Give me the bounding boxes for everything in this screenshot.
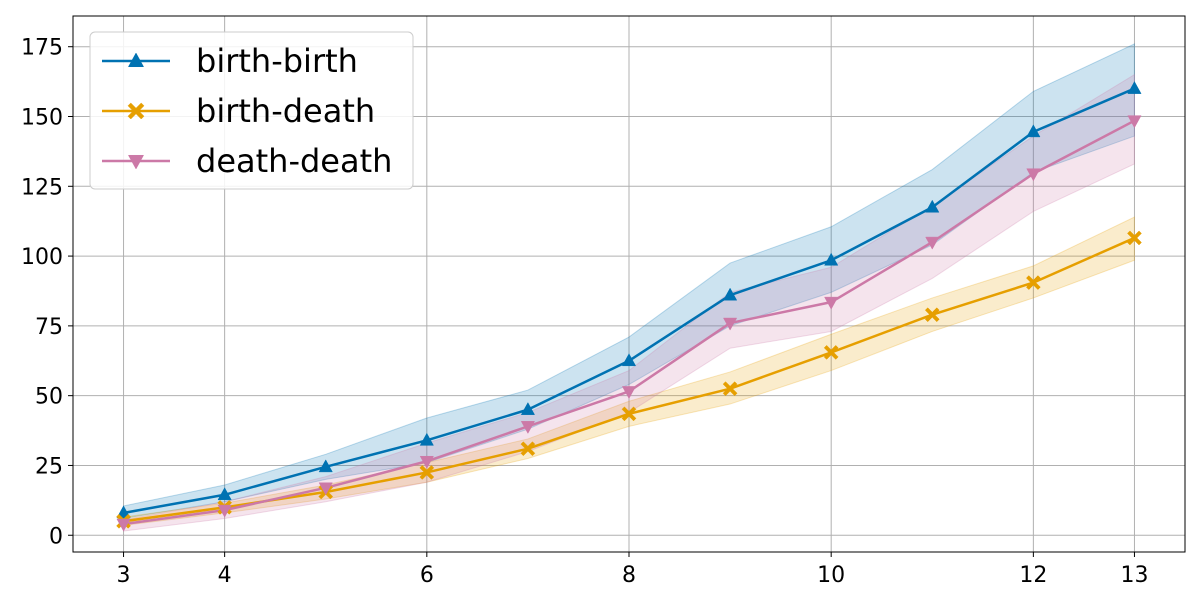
data-point-marker [823, 345, 839, 360]
data-point-marker [1026, 275, 1041, 290]
y-tick-label: 50 [35, 385, 63, 410]
data-point-marker [1026, 168, 1041, 182]
x-tick-label: 8 [622, 563, 636, 588]
data-point-marker [824, 296, 839, 310]
data-point-marker [116, 505, 131, 519]
y-tick-label: 25 [35, 454, 63, 479]
y-tick-label: 125 [21, 175, 63, 200]
legend-label: death-death [196, 142, 392, 180]
x-tick-label: 10 [817, 563, 845, 588]
legend-box [89, 31, 414, 190]
confidence-bands [123, 43, 1135, 532]
legend-marker [127, 102, 145, 120]
confidence-band [123, 216, 1135, 527]
confidence-band [123, 43, 1135, 520]
x-axis-ticks: 3 4 6 8 10 12 13 [117, 552, 1148, 588]
data-point-marker [419, 455, 434, 469]
data-point-marker [824, 252, 839, 266]
data-point-marker [723, 287, 738, 301]
data-point-marker [723, 317, 738, 331]
x-tick-label: 6 [420, 563, 434, 588]
data-point-marker [318, 459, 333, 473]
y-tick-label: 75 [35, 315, 63, 340]
x-tick-label: 3 [117, 563, 131, 588]
y-tick-label: 100 [21, 245, 63, 270]
y-axis-ticks: 0 25 50 75 100 125 150 175 [21, 36, 73, 549]
data-point-marker [621, 406, 637, 422]
data-point-marker [520, 441, 536, 457]
data-point-marker [419, 432, 434, 446]
x-tick-label: 12 [1019, 563, 1047, 588]
data-point-marker [621, 353, 637, 367]
x-tick-label: 4 [218, 563, 232, 588]
legend-marker [127, 154, 145, 170]
data-point-marker [1127, 81, 1142, 94]
data-point-marker [722, 381, 738, 397]
y-tick-label: 150 [21, 106, 63, 131]
y-tick-label: 0 [49, 524, 63, 549]
data-point-marker [924, 307, 940, 323]
legend-label: birth-death [196, 92, 375, 130]
data-point-marker [217, 504, 232, 518]
data-point-marker [1127, 230, 1142, 246]
data-point-marker [1026, 124, 1041, 138]
data-point-marker [1127, 115, 1142, 129]
data-point-marker [318, 482, 333, 496]
confidence-band [123, 73, 1135, 532]
data-point-marker [520, 421, 535, 434]
legend-label: birth-birth [196, 42, 358, 80]
legend: birth-birth birth-death death-death [89, 31, 414, 190]
y-tick-label: 175 [21, 36, 63, 61]
legend-marker [127, 52, 145, 68]
data-point-marker [419, 465, 435, 480]
data-point-marker [116, 518, 131, 532]
data-point-marker [217, 487, 232, 501]
data-point-marker [925, 199, 940, 213]
data-point-marker [925, 236, 940, 250]
data-point-marker [520, 402, 535, 415]
data-point-marker [621, 386, 637, 399]
series-markers [116, 81, 1142, 532]
x-tick-label: 13 [1120, 563, 1148, 588]
